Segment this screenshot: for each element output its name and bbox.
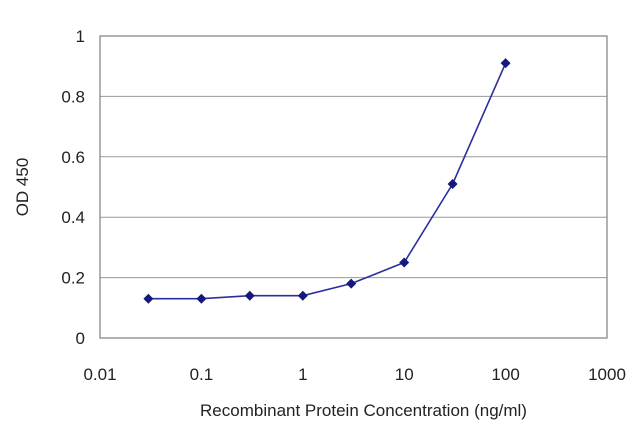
y-tick-label: 1 xyxy=(76,27,85,46)
grid-lines xyxy=(100,95,607,279)
x-tick-label: 1000 xyxy=(588,365,626,384)
x-tick-label: 100 xyxy=(491,365,519,384)
x-tick-label: 0.1 xyxy=(190,365,214,384)
data-point xyxy=(143,293,154,304)
y-tick-label: 0 xyxy=(76,329,85,348)
data-series xyxy=(143,58,511,304)
y-tick-label: 0.2 xyxy=(61,269,85,288)
y-tick-labels: 0 0.2 0.4 0.6 0.8 1 xyxy=(61,27,85,348)
x-tick-label: 10 xyxy=(395,365,414,384)
data-point xyxy=(297,290,308,301)
series-line xyxy=(148,62,507,300)
y-tick-label: 0.6 xyxy=(61,148,85,167)
plot-frame xyxy=(99,35,608,339)
data-point xyxy=(196,293,207,304)
y-tick-label: 0.8 xyxy=(61,87,85,106)
x-tick-label: 1 xyxy=(298,365,307,384)
x-axis-title: Recombinant Protein Concentration (ng/ml… xyxy=(200,401,527,420)
data-point xyxy=(447,178,458,189)
data-point xyxy=(346,278,357,289)
data-point xyxy=(500,58,511,69)
y-axis-title: OD 450 xyxy=(13,158,32,217)
x-tick-label: 0.01 xyxy=(83,365,116,384)
y-tick-label: 0.4 xyxy=(61,208,85,227)
x-tick-labels: 0.01 0.1 1 10 100 1000 xyxy=(83,365,625,384)
data-point xyxy=(244,290,255,301)
data-point xyxy=(399,257,410,268)
